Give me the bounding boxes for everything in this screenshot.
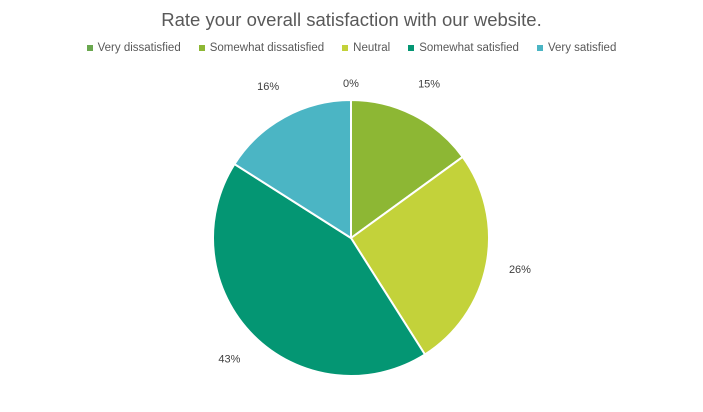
pie-slice-neutral: [349, 155, 490, 356]
legend-label-very-dissatisfied: Very dissatisfied: [97, 42, 181, 54]
legend: Very dissatisfied Somewhat dissatisfied Ne…: [0, 42, 703, 54]
legend-label-very-satisfied: Very satisfied: [547, 42, 617, 54]
data-label-neutral: 26%: [509, 264, 531, 276]
legend-swatch-very-dissatisfied: [86, 45, 93, 51]
legend-label-somewhat-satisfied: Somewhat satisfied: [419, 42, 519, 54]
data-label-somewhat-dissatisfied: 15%: [418, 79, 440, 91]
legend-swatch-neutral: [342, 45, 349, 51]
data-label-somewhat-satisfied: 43%: [218, 354, 240, 366]
legend-entry-neutral: Neutral: [342, 42, 390, 54]
legend-entry-somewhat-dissatisfied: Somewhat dissatisfied: [198, 42, 325, 54]
data-label-very-satisfied: 16%: [257, 81, 279, 93]
chart-title: Rate your overall satisfaction with our …: [161, 9, 542, 30]
pie-slice-somewhat-dissatisfied: [350, 98, 465, 240]
legend-swatch-very-satisfied: [536, 45, 543, 51]
legend-swatch-somewhat-satisfied: [408, 45, 415, 51]
legend-swatch-somewhat-dissatisfied: [198, 45, 205, 51]
legend-entry-somewhat-satisfied: Somewhat satisfied: [408, 42, 519, 54]
data-label-very-dissatisfied: 0%: [343, 78, 359, 90]
pie-slice-very-satisfied: [233, 98, 352, 240]
legend-label-neutral: Neutral: [353, 42, 391, 54]
legend-label-somewhat-dissatisfied: Somewhat dissatisfied: [209, 42, 325, 54]
legend-entry-very-satisfied: Very satisfied: [536, 42, 617, 54]
legend-entry-very-dissatisfied: Very dissatisfied: [86, 42, 181, 54]
pie-slice-somewhat-satisfied: [212, 162, 427, 377]
